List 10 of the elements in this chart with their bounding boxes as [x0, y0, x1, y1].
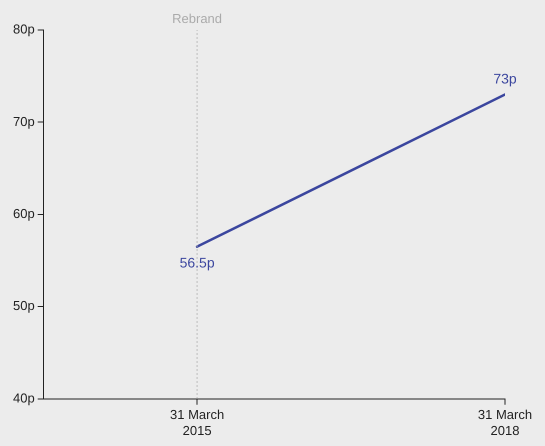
data-label: 73p	[493, 70, 517, 86]
y-tick-label: 60p	[12, 206, 35, 221]
data-label: 56.5p	[180, 254, 215, 271]
y-tick-label: 80p	[12, 22, 35, 37]
y-tick-label: 70p	[12, 114, 35, 129]
ref-line-label: Rebrand	[172, 11, 222, 26]
x-tick-label: 31 March 2015	[170, 407, 224, 438]
y-tick-label: 40p	[12, 390, 35, 406]
x-tick-label: 31 March 2018	[478, 407, 532, 438]
y-tick-label: 50p	[12, 298, 35, 314]
